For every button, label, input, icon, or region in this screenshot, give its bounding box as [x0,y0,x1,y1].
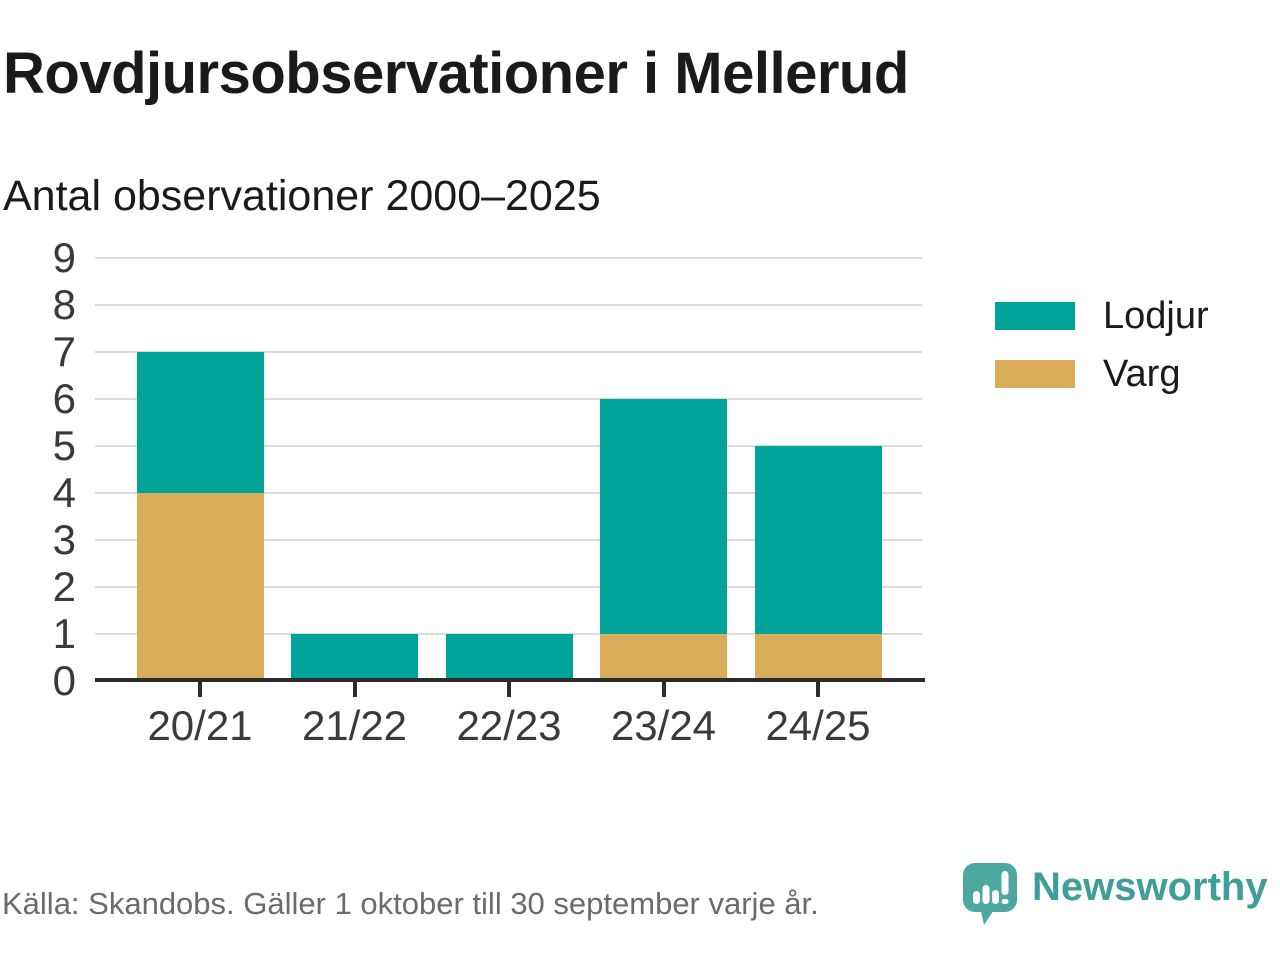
legend-item-varg: Varg [995,352,1209,395]
y-axis-tick-label: 0 [52,657,76,704]
y-gridline [95,257,922,259]
chart-subtitle: Antal observationer 2000–2025 [3,172,601,220]
legend-swatch-varg [995,360,1075,388]
y-axis-tick-label: 6 [52,375,76,422]
x-axis-tick [661,682,666,697]
x-axis-tick [352,682,357,697]
bar-segment-lodjur [445,634,573,681]
y-axis-tick-label: 3 [52,516,76,563]
chart-title: Rovdjursobservationer i Mellerud [3,41,909,106]
legend-label: Lodjur [1103,294,1209,337]
brand-name: Newsworthy [1032,865,1268,909]
x-axis-tick [507,682,511,697]
newsworthy-logo-icon [963,863,1017,925]
y-axis-tick-label: 5 [52,422,76,469]
newsworthy-brand: Newsworthy [962,862,1268,926]
source-note: Källa: Skandobs. Gäller 1 oktober till 3… [2,886,819,921]
x-axis-tick-label: 24/25 [765,702,871,749]
y-axis-tick-label: 1 [52,610,76,657]
legend-item-lodjur: Lodjur [995,294,1209,337]
bar-segment-lodjur [754,446,882,634]
bar-segment-lodjur [600,399,727,634]
legend-label: Varg [1103,352,1181,395]
x-axis-tick-label: 20/21 [147,702,253,749]
y-axis-tick-label: 2 [52,563,76,610]
legend-swatch-lodjur [995,302,1075,330]
bar-segment-varg [600,634,727,681]
y-gridline [95,586,922,588]
bar-segment-lodjur [291,634,418,681]
y-axis-tick-label: 9 [52,234,76,281]
x-axis-line [95,678,925,682]
bar-segment-varg [136,493,264,681]
y-gridline [95,539,922,541]
y-gridline [95,304,922,306]
bar-segment-varg [754,634,882,681]
y-gridline [95,351,922,353]
x-axis-tick [198,682,202,697]
y-gridline [95,492,922,494]
x-axis-tick-label: 23/24 [610,702,717,749]
x-axis-tick [816,682,820,697]
chart-legend: Lodjur Varg [995,294,1209,395]
y-axis-tick-label: 4 [52,469,76,516]
y-gridline [95,445,922,447]
bar-segment-lodjur [136,352,264,493]
y-axis-tick-label: 8 [52,281,76,328]
y-axis-tick-label: 7 [52,328,76,375]
y-gridline [95,398,922,400]
x-axis-tick-label: 21/22 [301,702,408,749]
x-axis-tick-label: 22/23 [456,702,562,749]
